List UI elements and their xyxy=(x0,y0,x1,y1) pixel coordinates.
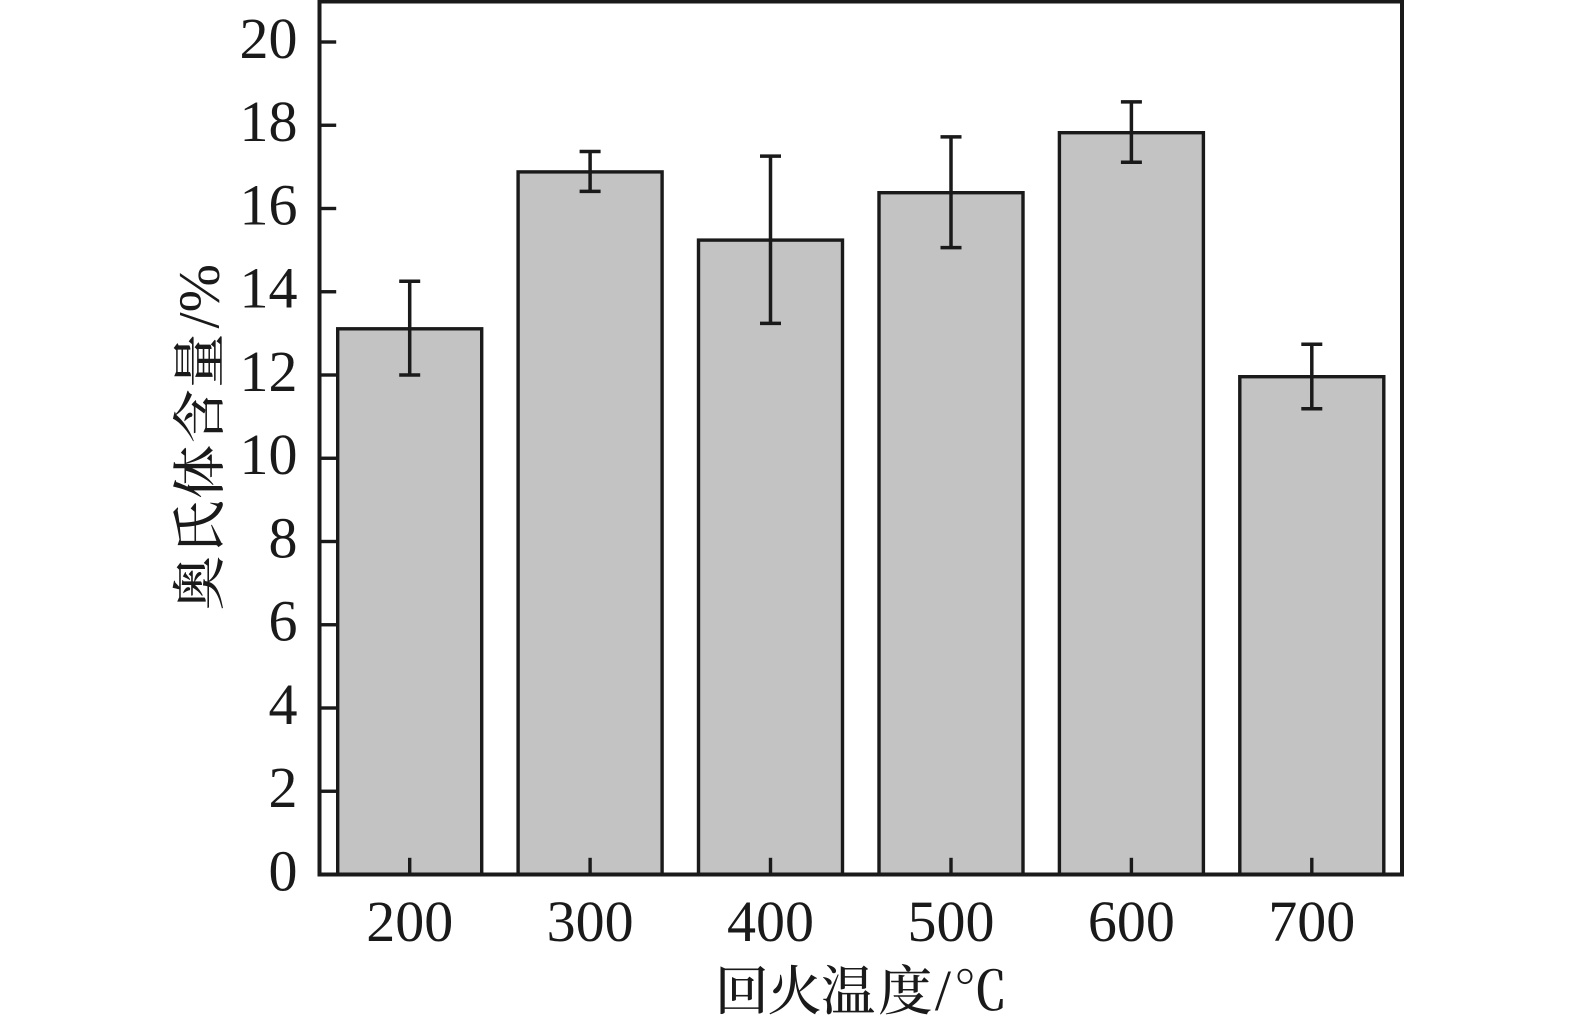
svg-text:200: 200 xyxy=(366,889,453,954)
svg-text:14: 14 xyxy=(240,256,298,321)
svg-text:/: / xyxy=(935,958,952,1023)
svg-text:8: 8 xyxy=(269,505,298,570)
svg-text:16: 16 xyxy=(240,172,298,237)
svg-text:500: 500 xyxy=(908,889,995,954)
svg-text:6: 6 xyxy=(269,589,298,654)
svg-text:10: 10 xyxy=(240,422,298,487)
svg-text:400: 400 xyxy=(727,889,814,954)
svg-text:2: 2 xyxy=(269,755,298,820)
svg-text:600: 600 xyxy=(1088,889,1175,954)
svg-text:/%: /% xyxy=(167,264,232,328)
svg-text:4: 4 xyxy=(269,672,298,737)
svg-text:700: 700 xyxy=(1268,889,1355,954)
svg-text:0: 0 xyxy=(269,838,298,903)
svg-text:20: 20 xyxy=(240,6,298,71)
svg-text:18: 18 xyxy=(240,89,298,154)
svg-text:12: 12 xyxy=(240,339,298,404)
svg-text:300: 300 xyxy=(547,889,634,954)
